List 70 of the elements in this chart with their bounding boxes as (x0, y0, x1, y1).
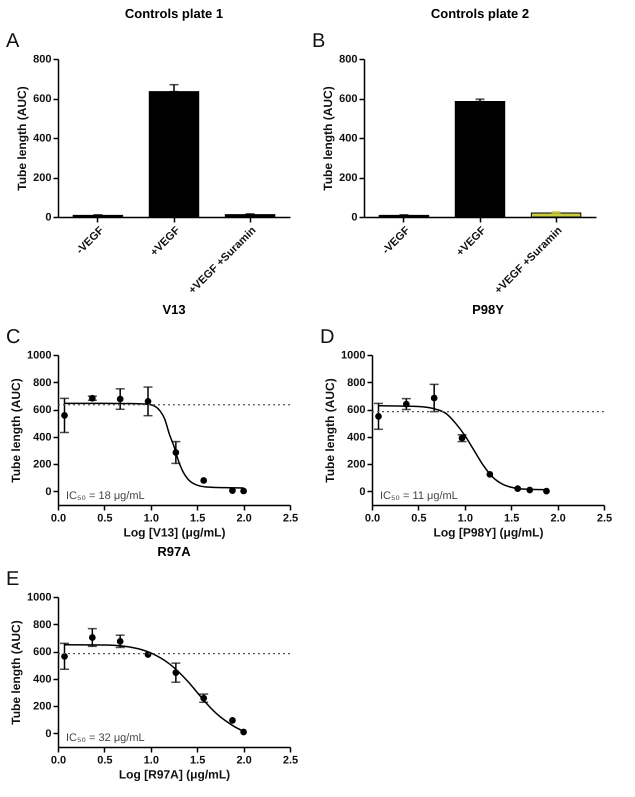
x-axis-title: Log [R97A] (μg/mL) (118, 768, 230, 782)
point (200, 477, 208, 484)
y-tick-label: 800 (347, 376, 366, 389)
y-tick-label: 600 (33, 646, 52, 658)
chart-title: V13 (162, 302, 186, 317)
annotation: IC₅₀ = 32 μg/mL (66, 732, 145, 744)
y-tick-label: 600 (33, 93, 52, 105)
x-tick-label: 2.5 (282, 754, 298, 766)
x-tick-label: 1.5 (504, 512, 520, 524)
y-axis-title: Tube length (AUC) (9, 378, 24, 483)
x-tick-label: 1.5 (190, 754, 206, 766)
y-tick-label: 400 (347, 431, 366, 444)
y-tick-label: 400 (33, 132, 52, 144)
x-tick-label: 1.0 (144, 512, 159, 524)
y-tick-label: 0 (351, 212, 358, 224)
x-tick-label: 1.0 (458, 512, 473, 524)
y-tick-label: 600 (33, 404, 52, 416)
y-tick-label: 600 (347, 404, 366, 416)
x-tick-label: 1.5 (190, 512, 206, 524)
y-tick-label: 600 (339, 93, 358, 105)
text: A (6, 30, 20, 52)
text: E (6, 568, 20, 590)
y-axis-title: Tube length (AUC) (15, 86, 30, 191)
y-tick-label: 200 (347, 458, 366, 471)
x-tick-label: 2.0 (550, 512, 566, 524)
y-tick-label: 0 (45, 212, 52, 224)
x-tick-label: 2.0 (236, 754, 252, 766)
chart-title: P98Y (472, 302, 504, 317)
y-tick-label: 400 (33, 673, 52, 686)
x-tick-label: 2.5 (282, 512, 298, 524)
x-tick-label: 0.0 (50, 754, 66, 766)
chart-title: R97A (157, 544, 192, 559)
y-tick-label: 800 (339, 54, 358, 66)
y-tick-label: 0 (359, 486, 366, 498)
x-tick-label: 0.0 (50, 512, 66, 524)
annotation: IC₅₀ = 18 μg/mL (66, 490, 145, 502)
y-tick-label: 200 (339, 172, 358, 184)
y-tick-label: 800 (33, 376, 52, 389)
x-axis-title: Log [P98Y] (μg/mL) (433, 526, 544, 540)
text: D (320, 326, 334, 348)
x-tick-label: 0.0 (364, 512, 380, 524)
y-tick-label: 200 (33, 172, 52, 184)
x-tick-label: 0.5 (97, 512, 113, 524)
x-tick-label: 0.5 (411, 512, 427, 524)
y-tick-label: 800 (33, 618, 52, 631)
y-tick-label: 1000 (341, 350, 366, 362)
y-tick-label: 200 (33, 458, 52, 471)
y-tick-label: 0 (45, 728, 52, 740)
y-tick-label: 400 (33, 431, 52, 444)
x-tick-label: 2.0 (236, 512, 252, 524)
x-tick-label: 2.5 (596, 512, 612, 524)
y-axis-title: Tube length (AUC) (321, 86, 336, 191)
x-tick-label: 1.0 (144, 754, 159, 766)
text: C (6, 326, 20, 348)
y-tick-label: 0 (45, 486, 52, 498)
y-axis-title: Tube length (AUC) (323, 378, 338, 483)
x-tick-label: 0.5 (97, 754, 113, 766)
text: B (312, 30, 326, 52)
x-axis-title: Log [V13] (μg/mL) (124, 526, 226, 540)
y-tick-label: 200 (33, 700, 52, 713)
point (229, 717, 236, 724)
y-tick-label: 800 (33, 54, 52, 66)
chart-title: Controls plate 1 (124, 6, 224, 21)
y-tick-label: 1000 (27, 592, 52, 604)
annotation: IC₅₀ = 11 μg/mL (380, 490, 458, 502)
y-tick-label: 1000 (27, 350, 52, 362)
point (240, 488, 247, 494)
y-axis-title: Tube length (AUC) (9, 620, 24, 725)
chart-title: Controls plate 2 (430, 6, 530, 21)
y-tick-label: 400 (339, 132, 358, 144)
